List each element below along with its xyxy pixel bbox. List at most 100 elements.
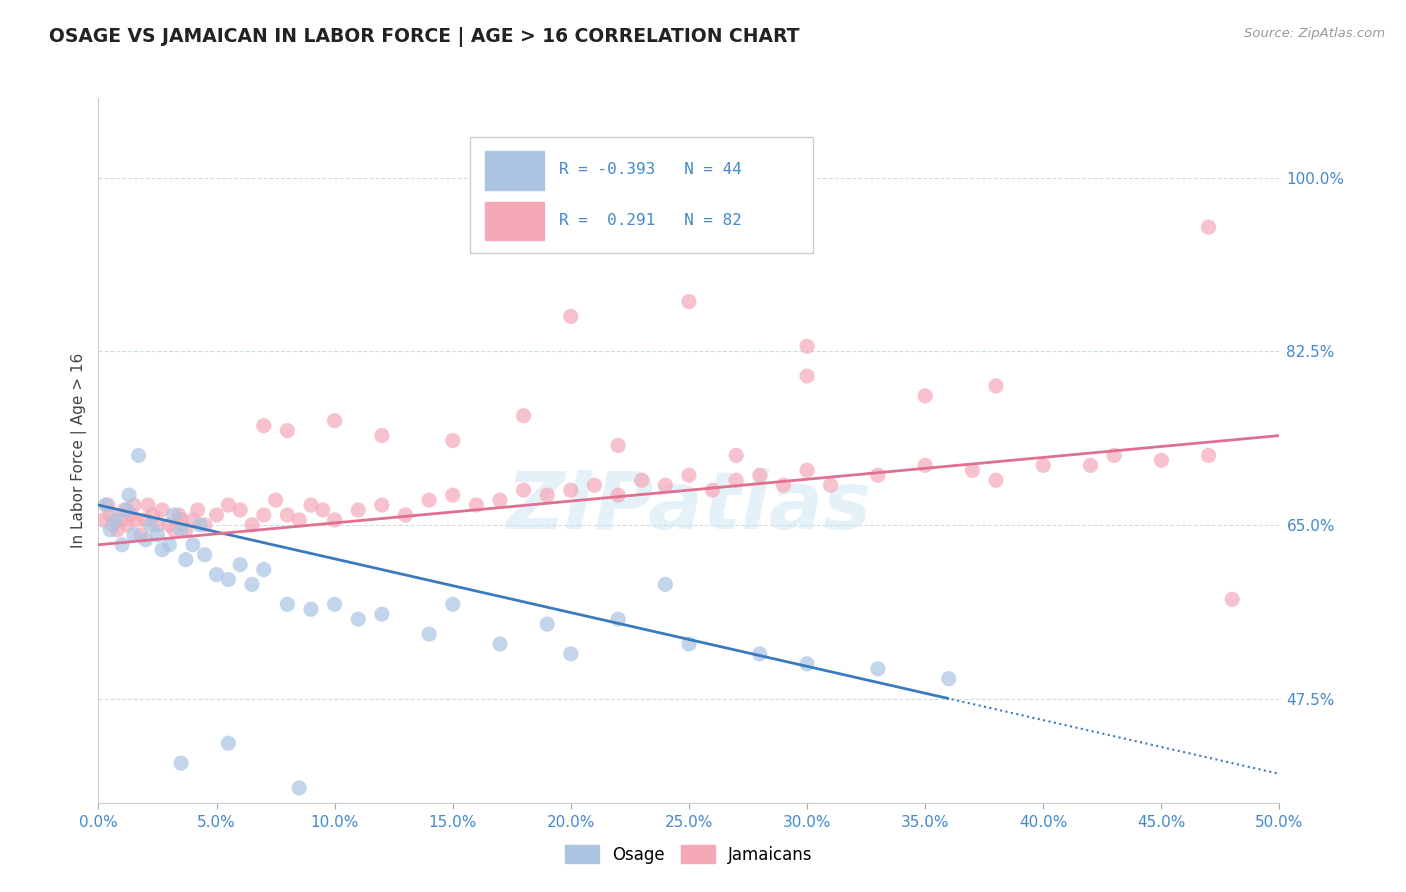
Point <box>142 508 165 522</box>
Point <box>288 780 311 795</box>
Point <box>170 523 193 537</box>
Point <box>536 488 558 502</box>
Point <box>94 498 117 512</box>
Point <box>128 449 150 463</box>
Point <box>229 503 252 517</box>
Point <box>146 528 169 542</box>
Point <box>122 528 145 542</box>
Point <box>371 498 394 512</box>
Point <box>121 508 143 522</box>
Point <box>111 538 134 552</box>
Point <box>371 428 394 442</box>
Point <box>299 498 322 512</box>
Point <box>489 493 512 508</box>
Point <box>122 498 145 512</box>
Point <box>217 573 239 587</box>
Point <box>253 563 276 577</box>
Point <box>938 672 960 686</box>
Point <box>112 503 135 517</box>
Point <box>115 503 138 517</box>
Point <box>394 508 416 522</box>
Point <box>1102 449 1125 463</box>
Point <box>796 463 818 477</box>
Point <box>1220 592 1243 607</box>
Point <box>725 473 748 487</box>
Point <box>820 478 842 492</box>
Point <box>194 517 217 532</box>
Point <box>163 523 186 537</box>
Point <box>1198 220 1220 235</box>
Point <box>796 657 818 671</box>
Point <box>984 379 1007 393</box>
Point <box>962 463 984 477</box>
Text: Source: ZipAtlas.com: Source: ZipAtlas.com <box>1244 27 1385 40</box>
Point <box>170 756 193 770</box>
Text: R =  0.291   N = 82: R = 0.291 N = 82 <box>560 213 742 228</box>
Point <box>139 517 162 532</box>
Point <box>125 513 148 527</box>
Point <box>129 528 152 542</box>
Point <box>150 503 173 517</box>
Point <box>104 513 127 527</box>
Point <box>135 533 157 547</box>
Point <box>118 488 141 502</box>
Point <box>135 513 157 527</box>
Point <box>264 493 287 508</box>
Point <box>441 434 464 448</box>
Point <box>441 597 464 611</box>
Point <box>512 483 534 498</box>
Point <box>150 542 173 557</box>
Point <box>347 612 370 626</box>
Point <box>654 577 676 591</box>
Point <box>772 478 794 492</box>
Point <box>371 607 394 622</box>
Point <box>205 567 228 582</box>
Text: ZIPatlas: ZIPatlas <box>506 467 872 546</box>
Point <box>678 468 700 483</box>
Point <box>1150 453 1173 467</box>
Point <box>174 552 197 566</box>
Point <box>796 369 818 384</box>
Point <box>276 597 298 611</box>
Point <box>98 508 121 522</box>
Point <box>157 517 180 532</box>
Point <box>146 517 169 532</box>
Point <box>489 637 512 651</box>
Point <box>194 548 217 562</box>
Point <box>984 473 1007 487</box>
Point <box>181 513 204 527</box>
Point <box>536 617 558 632</box>
Point <box>205 508 228 522</box>
Point <box>98 523 121 537</box>
Y-axis label: In Labor Force | Age > 16: In Labor Force | Age > 16 <box>72 353 87 548</box>
Point <box>299 602 322 616</box>
Point <box>1080 458 1102 473</box>
Point <box>105 523 128 537</box>
Point <box>678 637 700 651</box>
Point <box>97 498 120 512</box>
Point <box>312 503 335 517</box>
Point <box>253 418 276 433</box>
Point <box>583 478 606 492</box>
Point <box>347 503 370 517</box>
Point <box>170 513 193 527</box>
Point <box>866 468 889 483</box>
Point <box>323 414 346 428</box>
Point <box>288 513 311 527</box>
Point <box>174 523 197 537</box>
Point <box>1032 458 1054 473</box>
Point <box>157 538 180 552</box>
FancyBboxPatch shape <box>471 136 813 253</box>
Point <box>91 513 114 527</box>
Point <box>240 577 263 591</box>
Point <box>111 513 134 527</box>
Point <box>748 647 770 661</box>
Point <box>163 508 186 522</box>
Point <box>217 498 239 512</box>
Point <box>276 424 298 438</box>
Text: OSAGE VS JAMAICAN IN LABOR FORCE | AGE > 16 CORRELATION CHART: OSAGE VS JAMAICAN IN LABOR FORCE | AGE >… <box>49 27 800 46</box>
Legend: Osage, Jamaicans: Osage, Jamaicans <box>557 838 821 872</box>
Point <box>240 517 263 532</box>
Point <box>187 503 209 517</box>
Point <box>323 513 346 527</box>
